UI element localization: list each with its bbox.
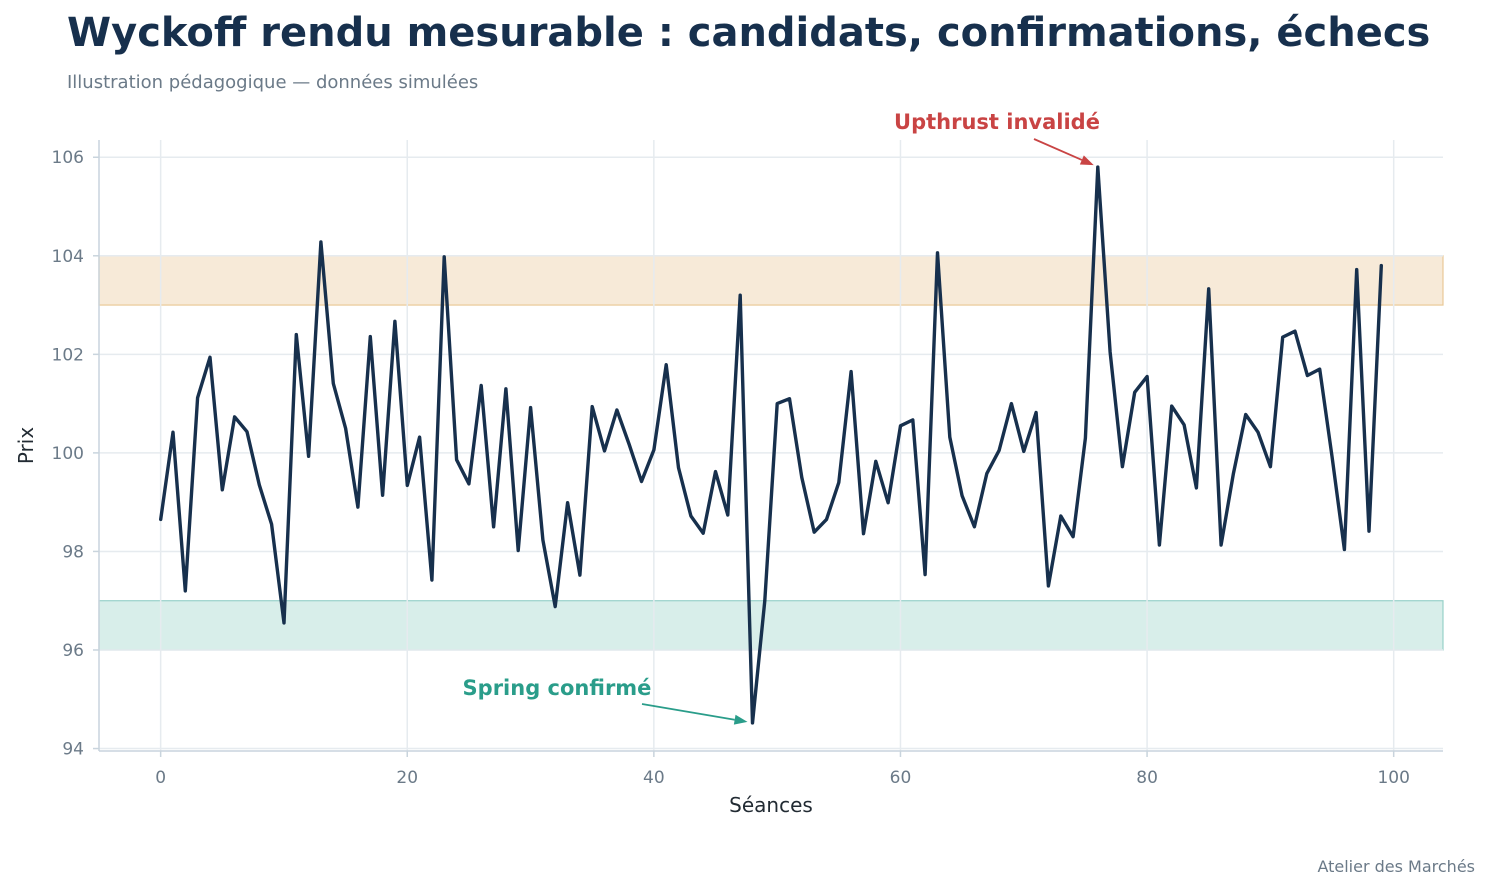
x-tick-label: 40 xyxy=(643,768,665,788)
upthrust-label: Upthrust invalidé xyxy=(894,110,1100,134)
y-tick-label: 96 xyxy=(62,641,84,661)
y-tick-label: 94 xyxy=(62,740,84,760)
x-tick-label: 100 xyxy=(1377,768,1409,788)
y-tick-label: 106 xyxy=(52,148,84,168)
ticks-layer: 0 20 40 60 80 100 94 96 98 100 102 104 106 xyxy=(52,148,1410,788)
x-axis-label: Séances xyxy=(729,793,813,817)
axis-layer xyxy=(98,140,1443,752)
series-layer xyxy=(158,165,1384,725)
x-tick-label: 60 xyxy=(890,768,912,788)
chart-title: Wyckoff rendu mesurable : candidats, con… xyxy=(67,10,1431,56)
x-tick-label: 80 xyxy=(1136,768,1158,788)
y-axis-label: Prix xyxy=(14,427,38,464)
y-tick-label: 100 xyxy=(52,444,84,464)
support-band xyxy=(98,600,1444,651)
spring-arrow xyxy=(641,703,735,721)
chart-subtitle: Illustration pédagogique — données simul… xyxy=(67,72,479,93)
price-line xyxy=(158,165,1384,725)
spring-arrow-head xyxy=(733,714,748,725)
spring-label: Spring confirmé xyxy=(463,676,652,700)
y-tick-label: 104 xyxy=(52,247,84,267)
y-tick-label: 98 xyxy=(62,542,84,562)
credit-label: Atelier des Marchés xyxy=(1317,857,1475,876)
y-tick-label: 102 xyxy=(52,345,84,365)
resistance-band xyxy=(98,255,1444,306)
x-tick-label: 20 xyxy=(396,768,418,788)
upthrust-arrow xyxy=(1033,138,1083,161)
grid-layer xyxy=(99,140,1443,751)
x-tick-label: 0 xyxy=(155,768,166,788)
upthrust-arrow-head xyxy=(1079,155,1094,166)
annotations-layer: Upthrust invalidé Spring confirmé xyxy=(463,110,1100,725)
